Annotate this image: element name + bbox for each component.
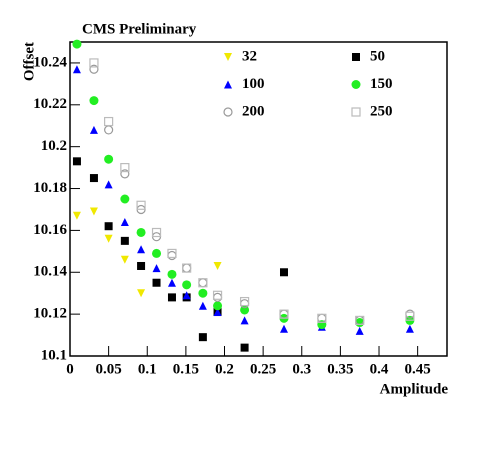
data-point <box>89 125 98 134</box>
legend-marker <box>351 107 361 117</box>
data-point <box>182 263 192 273</box>
legend-marker <box>223 107 233 117</box>
data-point <box>104 222 113 231</box>
data-point <box>120 218 129 227</box>
legend-label: 150 <box>370 76 393 92</box>
data-point <box>89 207 98 216</box>
data-point <box>72 157 81 166</box>
data-point <box>72 39 82 49</box>
data-point <box>279 309 289 319</box>
data-point <box>239 296 250 307</box>
y-tick-label: 10.14 <box>33 264 67 280</box>
plot-frame <box>69 41 448 357</box>
data-point <box>137 245 146 254</box>
x-tick-label: 0.2 <box>215 361 234 377</box>
data-point <box>167 269 177 279</box>
data-point <box>279 324 288 333</box>
data-point <box>152 248 162 258</box>
data-point <box>120 163 130 173</box>
data-point <box>136 227 146 237</box>
data-point <box>151 227 162 238</box>
data-point <box>182 291 191 300</box>
x-tick-label: 0.1 <box>138 361 157 377</box>
data-point <box>137 261 146 270</box>
data-point <box>120 194 130 204</box>
data-point <box>198 301 207 310</box>
data-point <box>355 315 365 326</box>
data-point <box>89 58 99 68</box>
legend-label: 32 <box>242 48 257 64</box>
chart-title: CMS Preliminary <box>82 21 197 37</box>
legend-marker <box>351 80 361 89</box>
y-axis-label: Offset <box>21 42 37 81</box>
data-point <box>213 308 222 317</box>
data-point <box>198 288 208 298</box>
data-point <box>240 343 249 352</box>
x-tick-label: 0.35 <box>327 361 353 377</box>
data-point <box>167 248 177 259</box>
data-point <box>240 305 250 315</box>
data-point <box>120 236 129 245</box>
data-point <box>137 289 146 298</box>
data-point <box>104 234 113 243</box>
x-axis-label: Amplitude <box>380 381 449 397</box>
data-point <box>89 96 99 106</box>
data-point <box>120 169 130 179</box>
data-point <box>317 313 327 323</box>
legend-label: 250 <box>370 103 393 119</box>
x-tick-label: 0.05 <box>96 361 122 377</box>
data-point <box>167 293 176 302</box>
x-tick-label: 0.15 <box>173 361 199 377</box>
y-tick-label: 10.24 <box>33 54 67 70</box>
y-tick-label: 10.18 <box>33 180 67 196</box>
data-point <box>198 278 208 288</box>
data-point <box>213 301 223 311</box>
x-tick-label: 0.25 <box>250 361 276 377</box>
y-tick-label: 10.2 <box>41 138 67 154</box>
data-point <box>213 261 222 270</box>
y-tick-label: 10.12 <box>33 306 67 322</box>
data-point <box>405 311 415 321</box>
data-point <box>355 326 364 335</box>
x-tick-label: 0.4 <box>370 361 389 377</box>
data-point <box>182 280 192 290</box>
legend-marker <box>224 80 232 89</box>
data-point <box>89 64 99 74</box>
data-point <box>104 180 113 189</box>
data-point <box>212 290 223 300</box>
x-tick-label: 0.45 <box>405 361 431 377</box>
data-point <box>240 316 249 325</box>
data-point <box>89 174 98 183</box>
y-tick-label: 10.1 <box>41 347 67 363</box>
y-tick-label: 10.16 <box>33 222 67 238</box>
x-tick-label: 0.3 <box>292 361 311 377</box>
x-tick-label: 0 <box>66 361 74 377</box>
data-point <box>120 255 129 264</box>
data-point <box>104 154 114 164</box>
legend-marker <box>224 53 232 61</box>
data-point <box>167 278 176 287</box>
data-point <box>104 116 114 127</box>
data-point <box>152 278 161 287</box>
y-tick-label: 10.22 <box>33 96 67 112</box>
data-point <box>405 324 414 333</box>
data-point <box>198 333 207 342</box>
legend-label: 100 <box>242 76 265 92</box>
data-point <box>72 211 81 220</box>
data-point <box>152 264 161 273</box>
data-point <box>72 65 81 74</box>
legend-label: 200 <box>242 103 265 119</box>
legend-marker <box>352 53 360 61</box>
data-point <box>279 268 288 277</box>
legend-label: 50 <box>370 48 385 64</box>
data-point <box>136 200 146 210</box>
